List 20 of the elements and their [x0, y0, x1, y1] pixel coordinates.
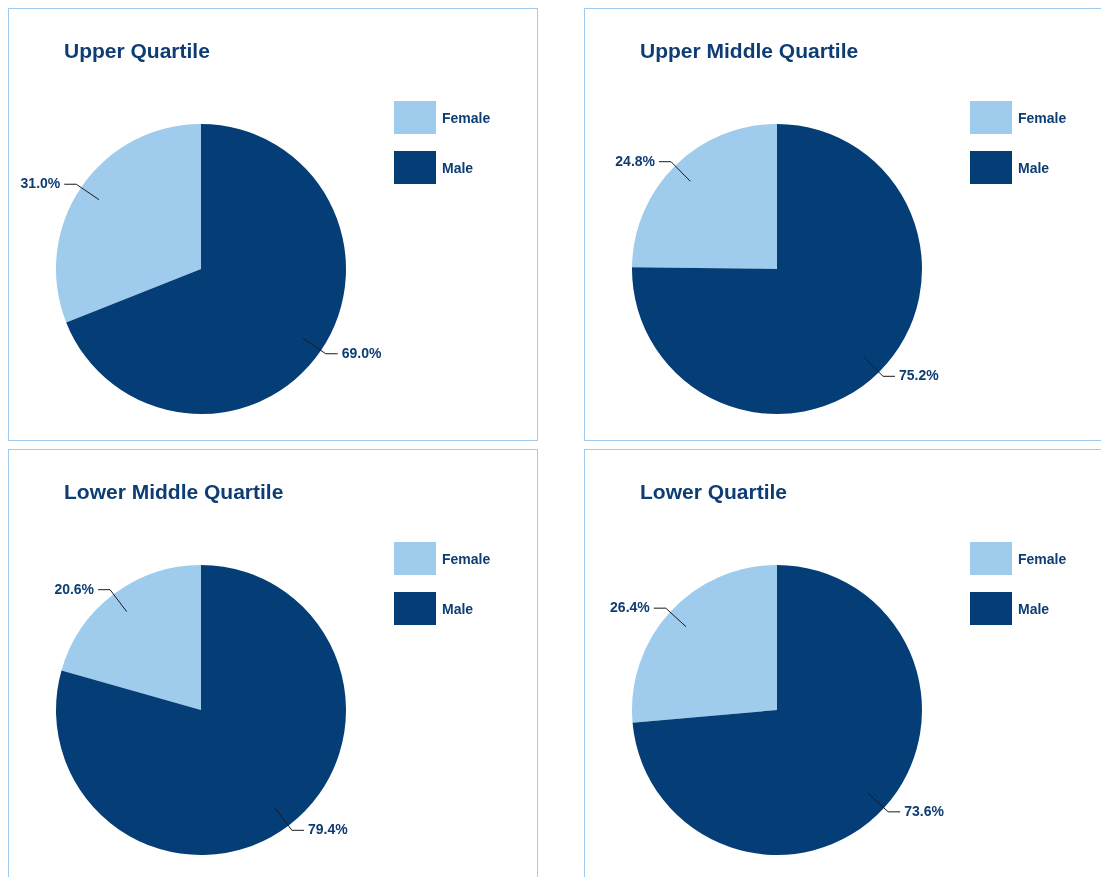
legend-label: Male — [442, 159, 474, 176]
data-label: 73.6% — [904, 802, 945, 819]
legend-label: Female — [442, 550, 491, 567]
data-label: 79.4% — [307, 821, 349, 838]
legend-label: Male — [1018, 159, 1050, 176]
legend-label: Female — [1018, 550, 1067, 567]
data-label: 69.0% — [341, 344, 382, 361]
data-label: 24.8% — [615, 152, 656, 169]
data-label: 31.0% — [20, 175, 61, 192]
data-label: 75.2% — [898, 367, 940, 384]
legend-label: Female — [442, 109, 491, 126]
legend-label: Female — [1018, 109, 1067, 126]
chart-title: Upper Quartile — [64, 39, 210, 63]
legend-label: Male — [1018, 600, 1050, 617]
data-label: 20.6% — [54, 580, 95, 597]
legend-label: Male — [442, 600, 474, 617]
chart-title: Lower Quartile — [640, 480, 788, 504]
data-label: 26.4% — [610, 599, 651, 616]
chart-title: Upper Middle Quartile — [640, 39, 859, 63]
chart-title: Lower Middle Quartile — [64, 480, 284, 504]
